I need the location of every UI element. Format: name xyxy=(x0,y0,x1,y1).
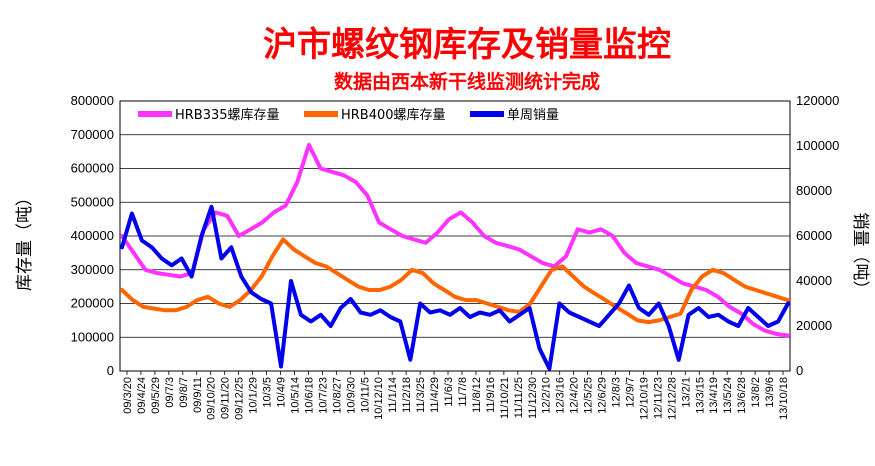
x-tick-label: 09/3/20 xyxy=(122,377,134,414)
x-tick-label: 11/10/21 xyxy=(499,377,511,419)
series-line-2 xyxy=(120,204,790,371)
x-tick-label: 09/9/11 xyxy=(192,377,204,413)
x-tick-label: 09/7/3 xyxy=(164,377,176,408)
x-tick-label: 10/11/5 xyxy=(359,377,371,413)
x-tick-label: 10/6/18 xyxy=(303,377,315,414)
x-tick-label: 10/3/5 xyxy=(262,377,274,408)
x-tick-label: 11/1/14 xyxy=(387,377,399,413)
x-tick-label: 10/12/10 xyxy=(373,377,385,420)
x-axis-ticks: 09/3/20 09/4/24 09/5/29 09/7/3 09/8/7 09/9/11… xyxy=(122,371,790,420)
x-tick-label: 12/11/23 xyxy=(652,377,664,419)
x-tick-label: 12/6/29 xyxy=(597,377,609,414)
x-tick-label: 11/7/8 xyxy=(457,377,469,407)
x-tick-label: 10/8/27 xyxy=(331,377,343,414)
x-tick-label: 12/5/25 xyxy=(583,377,595,414)
x-tick-label: 13/3/15 xyxy=(694,377,706,414)
x-tick-label: 10/9/30 xyxy=(345,377,357,414)
x-tick-label: 13/8/2 xyxy=(750,377,762,408)
legend-label-hrb400: HRB400螺库存量 xyxy=(341,107,446,123)
x-tick-label: 09/10/20 xyxy=(206,377,218,420)
right-tick-label: 120000 xyxy=(796,93,839,108)
x-tick-label: 11/6/3 xyxy=(443,377,455,407)
legend-label-weekly-sales: 单周销量 xyxy=(507,108,559,123)
left-axis-label: 库存量（吨） xyxy=(15,189,35,291)
chart-title: 沪市螺纹钢库存及销量监控 xyxy=(263,25,671,65)
x-tick-label: 12/3/16 xyxy=(555,377,567,414)
x-tick-label: 09/5/29 xyxy=(150,377,162,414)
x-tick-label: 09/12/25 xyxy=(234,377,246,420)
x-tick-label: 13/9/6 xyxy=(764,377,776,408)
x-tick-label: 12/8/3 xyxy=(611,377,623,408)
x-tick-label: 10/7/23 xyxy=(317,377,329,414)
right-tick-label: 20000 xyxy=(796,318,832,333)
left-tick-label: 100000 xyxy=(71,329,114,344)
x-tick-label: 11/11/25 xyxy=(513,377,525,418)
x-tick-label: 09/8/7 xyxy=(178,377,190,408)
x-tick-label: 13/5/24 xyxy=(722,377,734,414)
series-line-1 xyxy=(120,237,790,325)
right-tick-label: 60000 xyxy=(796,228,832,243)
x-tick-label: 12/4/20 xyxy=(569,377,581,414)
x-tick-label: 10/1/29 xyxy=(248,377,260,414)
left-axis-ticks: 0 100000 200000 300000 400000 500000 600000 700… xyxy=(71,93,114,378)
legend: HRB335螺库存量 HRB400螺库存量 单周销量 xyxy=(138,107,559,123)
left-tick-label: 800000 xyxy=(71,93,114,108)
left-tick-label: 500000 xyxy=(71,194,114,209)
x-tick-label: 11/4/29 xyxy=(429,377,441,413)
legend-label-hrb335: HRB335螺库存量 xyxy=(175,107,280,123)
right-tick-label: 40000 xyxy=(796,273,832,288)
x-tick-label: 12/2/10 xyxy=(541,377,553,414)
x-tick-label: 09/4/24 xyxy=(136,377,148,414)
x-tick-label: 11/9/16 xyxy=(485,377,497,413)
x-tick-label: 13/6/28 xyxy=(736,377,748,414)
right-tick-label: 100000 xyxy=(796,138,839,153)
left-tick-label: 300000 xyxy=(71,262,114,277)
left-tick-label: 600000 xyxy=(71,161,114,176)
left-tick-label: 700000 xyxy=(71,127,114,142)
left-tick-label: 400000 xyxy=(71,228,114,243)
x-tick-label: 11/12/30 xyxy=(527,377,539,419)
right-axis-ticks: 0 20000 40000 60000 80000 100000 120000 xyxy=(796,93,839,378)
series-line-0 xyxy=(120,142,790,338)
x-tick-label: 10/5/14 xyxy=(289,377,301,414)
right-axis-label: 销量（吨） xyxy=(850,213,870,298)
x-tick-label: 10/4/9 xyxy=(276,377,288,408)
x-tick-label: 11/8/12 xyxy=(471,377,483,413)
x-tick-label: 13/4/19 xyxy=(708,377,720,414)
x-tick-label: 12/12/28 xyxy=(666,377,678,420)
x-tick-label: 11/2/18 xyxy=(401,377,413,413)
x-tick-label: 11/3/25 xyxy=(415,377,427,413)
chart-subtitle: 数据由西本新干线监测统计完成 xyxy=(334,70,600,93)
x-tick-label: 13/2/1 xyxy=(680,377,692,408)
left-tick-label: 0 xyxy=(107,363,114,378)
x-tick-label: 12/9/7 xyxy=(624,377,636,408)
x-tick-label: 13/10/18 xyxy=(778,377,790,420)
x-tick-label: 12/10/19 xyxy=(638,377,650,420)
right-tick-label: 0 xyxy=(796,363,803,378)
series-lines xyxy=(120,142,790,371)
x-tick-label: 09/11/20 xyxy=(220,377,232,419)
right-tick-label: 80000 xyxy=(796,183,832,198)
left-tick-label: 200000 xyxy=(71,296,114,311)
